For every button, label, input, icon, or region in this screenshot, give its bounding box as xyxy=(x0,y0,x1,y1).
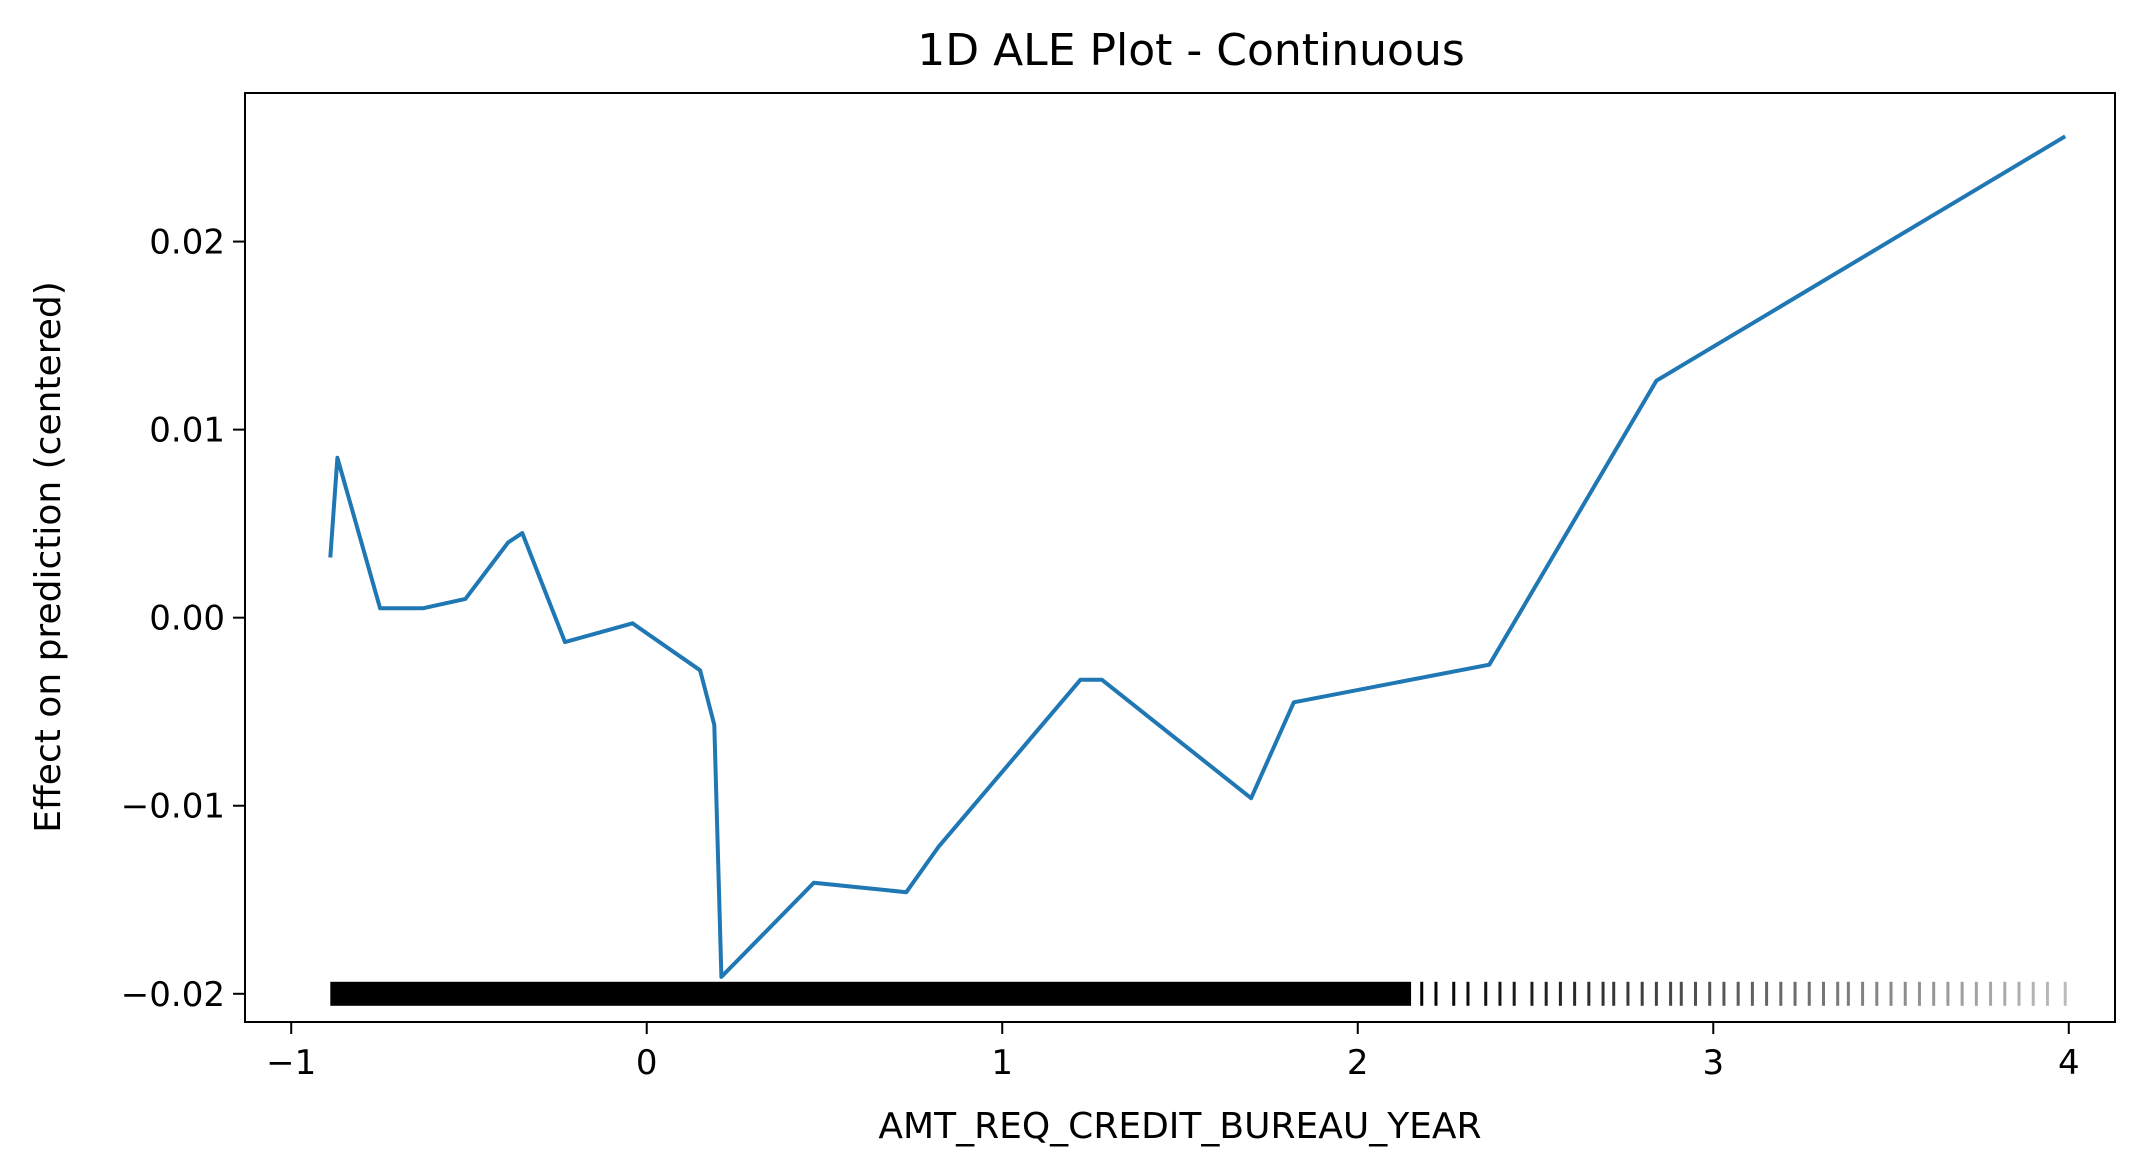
x-tick-label: 3 xyxy=(1702,1043,1724,1083)
rug-marks xyxy=(330,981,2067,1006)
x-tick-label: 4 xyxy=(2058,1043,2080,1083)
rug-dense-band xyxy=(330,981,1412,1006)
series-layer xyxy=(328,134,2067,979)
x-tick-label: 0 xyxy=(636,1043,658,1083)
y-tick-label: −0.01 xyxy=(121,787,225,827)
y-tick-label: 0.02 xyxy=(149,223,225,263)
x-axis-label: AMT_REQ_CREDIT_BUREAU_YEAR xyxy=(878,1106,1481,1147)
y-axis-ticks: −0.02 −0.01 0.00 0.01 0.02 xyxy=(121,223,245,1015)
y-tick-label: 0.00 xyxy=(149,599,225,639)
chart-title: 1D ALE Plot - Continuous xyxy=(917,25,1465,76)
y-axis-label: Effect on prediction (centered) xyxy=(28,281,69,833)
y-tick-label: 0.01 xyxy=(149,411,225,451)
ale-series-line xyxy=(328,134,2067,979)
y-tick-label: −0.02 xyxy=(121,975,225,1015)
plot-frame xyxy=(244,92,2116,1023)
x-tick-label: −1 xyxy=(266,1043,316,1083)
x-axis-ticks: −1 0 1 2 3 4 xyxy=(266,1022,2080,1083)
x-tick-label: 2 xyxy=(1347,1043,1369,1083)
x-tick-label: 1 xyxy=(991,1043,1013,1083)
